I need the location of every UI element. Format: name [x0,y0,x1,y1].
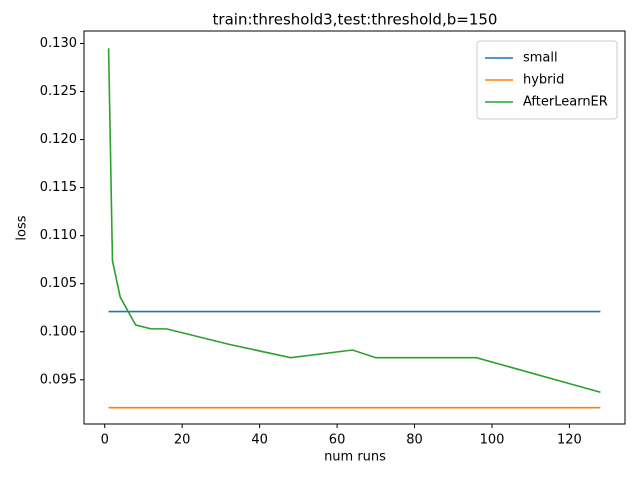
legend-label: small [523,51,558,66]
y-tick-label: 0.130 [40,36,77,51]
y-tick-label: 0.120 [40,132,77,147]
y-tick-label: 0.095 [40,372,77,387]
y-tick-label: 0.115 [40,180,77,195]
x-tick-label: 40 [251,433,268,448]
line [107,48,601,394]
x-tick-label: 100 [480,433,505,448]
y-tick-label: 0.125 [40,84,77,99]
y-tick-label: 0.105 [40,276,77,291]
x-tick-label: 20 [174,433,191,448]
y-tick-label: 0.110 [40,228,77,243]
y-tick-label: 0.100 [40,324,77,339]
legend-box [476,40,618,120]
legend-label: hybrid [523,73,564,88]
plot-frame [83,30,626,425]
chart-title: train:threshold3,test:threshold,b=150 [213,11,498,29]
x-axis-label: num runs [324,450,386,465]
y-axis-label: loss [15,215,30,240]
x-tick-label: 60 [329,433,346,448]
x-tick-label: 120 [557,433,582,448]
legend-label: AfterLearnER [523,95,608,110]
x-tick-label: 0 [101,433,109,448]
x-tick-label: 80 [406,433,423,448]
